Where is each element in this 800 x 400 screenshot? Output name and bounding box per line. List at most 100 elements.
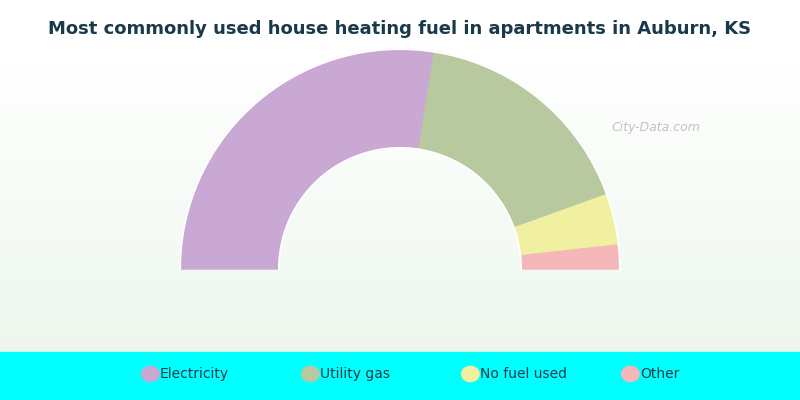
Bar: [0, 363, 800, 365]
Bar: [0, 190, 800, 192]
Bar: [0, 234, 800, 236]
Bar: [0, 118, 800, 120]
Bar: [0, 208, 800, 210]
Text: Other: Other: [640, 367, 679, 381]
Text: Utility gas: Utility gas: [320, 367, 390, 381]
Bar: [0, 173, 800, 175]
Bar: [0, 120, 800, 122]
Bar: [0, 238, 800, 240]
Bar: [0, 236, 800, 238]
Bar: [0, 231, 800, 233]
Bar: [0, 215, 800, 217]
Bar: [0, 178, 800, 180]
Bar: [0, 259, 800, 261]
Bar: [0, 131, 800, 132]
Bar: [0, 166, 800, 168]
Bar: [0, 307, 800, 308]
Bar: [0, 331, 800, 333]
Text: Electricity: Electricity: [160, 367, 229, 381]
Bar: [0, 284, 800, 286]
Bar: [0, 275, 800, 277]
Bar: [0, 365, 800, 366]
Bar: [0, 291, 800, 293]
Bar: [0, 280, 800, 282]
Bar: [0, 94, 800, 96]
Bar: [0, 201, 800, 203]
Bar: [0, 247, 800, 249]
Bar: [0, 381, 800, 382]
Bar: [0, 266, 800, 268]
Bar: [0, 330, 800, 331]
Bar: [0, 344, 800, 346]
Bar: [0, 286, 800, 287]
Bar: [0, 342, 800, 344]
Bar: [0, 310, 800, 312]
Bar: [0, 122, 800, 124]
Bar: [0, 155, 800, 157]
Bar: [0, 337, 800, 338]
Bar: [0, 352, 800, 400]
Bar: [0, 319, 800, 321]
Bar: [0, 361, 800, 363]
Text: No fuel used: No fuel used: [480, 367, 567, 381]
Bar: [0, 78, 800, 80]
Bar: [0, 375, 800, 377]
Bar: [0, 71, 800, 73]
Bar: [0, 154, 800, 155]
Polygon shape: [520, 245, 620, 269]
Bar: [0, 101, 800, 102]
Bar: [0, 196, 800, 198]
Bar: [0, 182, 800, 184]
Bar: [0, 69, 800, 71]
Bar: [0, 322, 800, 324]
Bar: [0, 224, 800, 226]
Bar: [0, 388, 800, 390]
Bar: [0, 287, 800, 289]
Bar: [0, 60, 800, 62]
Bar: [0, 192, 800, 194]
Bar: [0, 67, 800, 69]
Bar: [0, 333, 800, 335]
Bar: [0, 351, 800, 352]
Bar: [0, 162, 800, 164]
Bar: [0, 111, 800, 113]
Bar: [0, 324, 800, 326]
Bar: [0, 74, 800, 76]
Bar: [0, 203, 800, 205]
Bar: [0, 138, 800, 140]
Bar: [0, 233, 800, 234]
Bar: [0, 140, 800, 141]
Bar: [0, 258, 800, 259]
Bar: [0, 194, 800, 196]
Bar: [0, 252, 800, 254]
Bar: [0, 384, 800, 386]
Bar: [0, 314, 800, 316]
Bar: [0, 390, 800, 391]
Bar: [0, 180, 800, 182]
Bar: [0, 73, 800, 74]
Bar: [0, 199, 800, 201]
Bar: [0, 88, 800, 90]
Bar: [0, 335, 800, 337]
Bar: [0, 303, 800, 305]
Polygon shape: [514, 194, 618, 256]
Bar: [0, 185, 800, 187]
Polygon shape: [419, 52, 607, 228]
Bar: [0, 150, 800, 152]
Bar: [0, 53, 800, 55]
Bar: [0, 393, 800, 395]
Bar: [0, 157, 800, 159]
Bar: [0, 347, 800, 349]
Bar: [0, 205, 800, 206]
Bar: [0, 278, 800, 280]
Bar: [0, 80, 800, 82]
Bar: [0, 76, 800, 78]
Bar: [0, 117, 800, 118]
Bar: [0, 328, 800, 330]
Bar: [0, 82, 800, 83]
Bar: [0, 229, 800, 231]
Bar: [0, 294, 800, 296]
Bar: [0, 254, 800, 256]
Bar: [0, 289, 800, 291]
Bar: [0, 358, 800, 360]
